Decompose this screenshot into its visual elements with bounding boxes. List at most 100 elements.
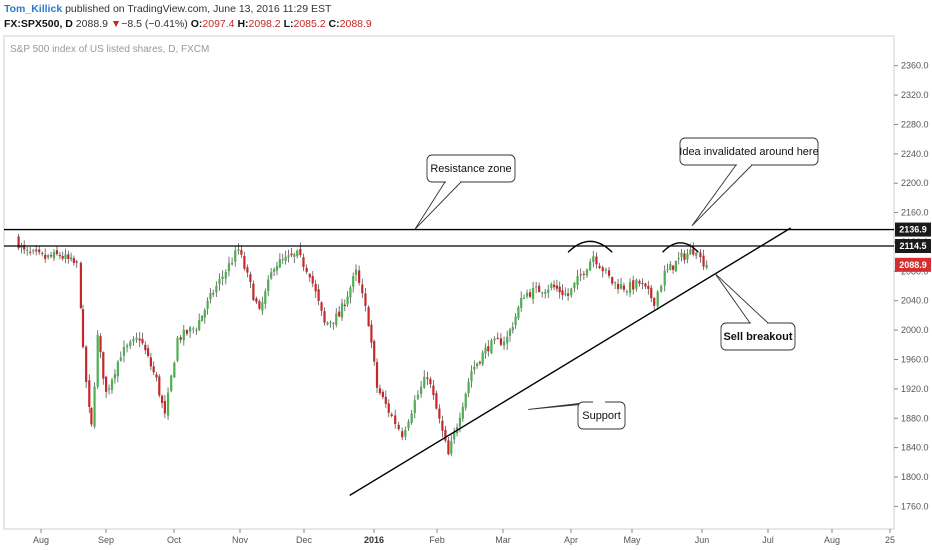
candle-body	[361, 284, 364, 294]
support-trendline[interactable]	[349, 227, 792, 496]
candle-body	[666, 269, 669, 271]
candle-body	[176, 337, 179, 361]
candle-body	[429, 378, 432, 385]
candle-body	[198, 320, 201, 330]
candle-body	[284, 256, 287, 261]
drawings[interactable]: Resistance zone Idea invalidated around h…	[4, 137, 894, 496]
candle-body	[576, 276, 579, 285]
candle-body	[622, 285, 626, 290]
price-badge	[895, 222, 931, 237]
candle-body	[638, 280, 641, 284]
candle-body	[695, 252, 698, 256]
candle-body	[484, 347, 487, 354]
last-price-badge-label: 2088.9	[899, 260, 927, 270]
candle-body	[166, 392, 170, 416]
candle-body	[278, 259, 281, 268]
y-axis[interactable]: 2360.02320.02280.02240.02200.02160.02120…	[894, 61, 929, 512]
candle-body	[249, 274, 252, 282]
candle-body	[258, 301, 261, 309]
candle-body	[35, 249, 38, 252]
candle-body	[221, 276, 224, 279]
candle-body	[195, 329, 198, 331]
y-tick-label: 1880.0	[901, 413, 929, 423]
candle-body	[255, 298, 258, 303]
candle-body	[58, 255, 61, 257]
callout-box[interactable]	[426, 154, 516, 183]
candle-body	[61, 256, 64, 259]
candle-body	[522, 297, 526, 299]
last-price-badge	[895, 257, 931, 272]
symbol-label[interactable]: FX:SPX500, D	[4, 18, 73, 30]
x-tick-label: 25	[885, 535, 895, 545]
candle-body	[26, 249, 29, 251]
candle-body	[67, 254, 70, 259]
candle-body	[85, 346, 88, 382]
candle-body	[261, 302, 264, 311]
candle-body	[416, 394, 420, 399]
publish-line: Tom_Killick published on TradingView.com…	[4, 2, 372, 17]
candle-body	[547, 289, 550, 293]
y-tick-label: 1840.0	[901, 443, 929, 453]
top-arc[interactable]	[567, 240, 613, 253]
low-label: L:	[283, 18, 294, 30]
candle-body	[364, 293, 367, 306]
candle-body	[192, 328, 195, 330]
callout-pointer	[691, 164, 753, 227]
high-label: H:	[237, 18, 249, 30]
candle-body	[493, 338, 496, 341]
x-axis[interactable]: Aug Sep Oct Nov Dec 2016 Feb Mar Apr May Jun Jul Aug…	[33, 529, 895, 545]
candle-body	[152, 366, 155, 373]
callout-label: Resistance zone	[430, 163, 511, 175]
candle-body	[132, 338, 135, 342]
y-tick-label: 2360.0	[901, 61, 929, 71]
candle-body	[435, 393, 438, 409]
candle-body	[478, 361, 481, 364]
price-badge-label: 2136.9	[899, 225, 927, 235]
candle-body	[273, 269, 276, 272]
x-tick-label: Mar	[495, 535, 511, 545]
candle-body	[72, 258, 75, 263]
plot-frame	[3, 35, 895, 530]
author-link[interactable]: Tom_Killick	[4, 3, 63, 15]
candle-body	[544, 291, 547, 294]
candle-body	[47, 255, 50, 258]
candle-body	[227, 263, 231, 272]
candle-body	[573, 282, 576, 289]
candle-body	[81, 309, 85, 348]
top-arc[interactable]	[662, 242, 699, 253]
candle-body	[506, 336, 509, 344]
candle-body	[611, 277, 614, 284]
candle-body	[384, 396, 387, 404]
candle-body	[558, 286, 561, 293]
candle-body	[264, 291, 267, 304]
candle-body	[299, 248, 302, 256]
candle-body	[49, 255, 53, 257]
candle-body	[585, 269, 589, 276]
candle-body	[338, 311, 341, 317]
y-tick-label: 2320.0	[901, 90, 929, 100]
candle-body	[224, 272, 227, 279]
candle-body	[394, 415, 397, 425]
candle-body	[41, 252, 44, 254]
candle-body	[413, 400, 416, 413]
candle-body	[674, 260, 677, 272]
candle-body	[287, 255, 290, 258]
candle-body	[212, 293, 215, 295]
callout-label: Support	[582, 410, 621, 422]
candle-body	[689, 249, 692, 255]
candle-body	[438, 408, 441, 419]
candles	[17, 234, 708, 457]
candle-body	[144, 344, 147, 351]
candle-body	[481, 352, 484, 365]
candle-body	[135, 337, 138, 340]
candle-body	[203, 310, 206, 318]
candle-body	[129, 341, 132, 346]
close-value: 2088.9	[339, 18, 372, 30]
callout-label: Sell breakout	[723, 331, 792, 343]
candle-body	[17, 236, 20, 249]
candle-body	[79, 262, 82, 309]
candle-body	[323, 311, 326, 323]
candle-body	[699, 252, 702, 258]
candle-body	[302, 257, 305, 268]
